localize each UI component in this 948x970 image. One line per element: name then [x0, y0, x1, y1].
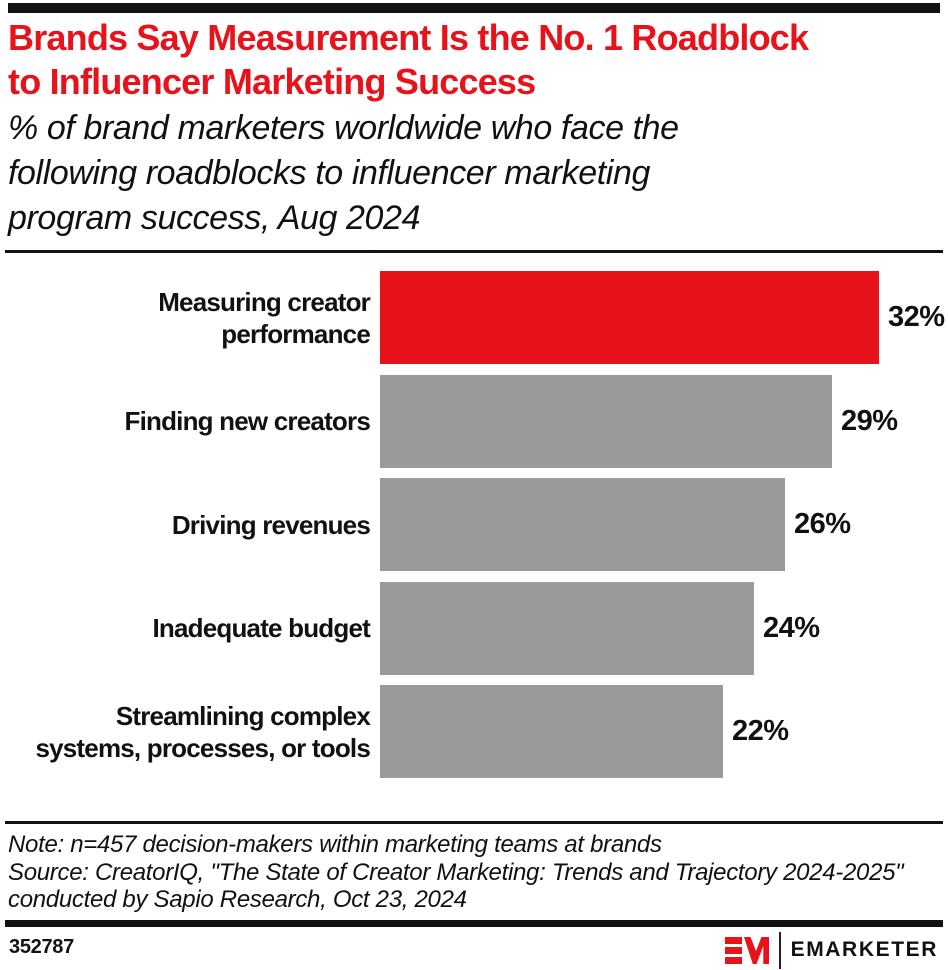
chart-subtitle-line-3: program success, Aug 2024 [8, 199, 421, 237]
source-text-line-2: conducted by Sapio Research, Oct 23, 202… [8, 886, 467, 913]
note-text: Note: n=457 decision-makers within marke… [8, 831, 662, 858]
value-label: 24% [763, 611, 820, 644]
top-accent-bar [8, 3, 940, 13]
value-label: 32% [888, 301, 945, 333]
chart-row: Measuring creator performance 32% [8, 271, 945, 364]
value-label: 22% [732, 715, 789, 747]
bar-driving-revenues [380, 478, 785, 571]
bar-streamlining-complex-systems [380, 685, 723, 778]
notes-block: Note: n=457 decision-makers within marke… [8, 831, 940, 914]
emarketer-monogram-icon [724, 936, 769, 964]
chart-row: Driving revenues 26% [8, 478, 940, 571]
bar-measuring-creator-performance [380, 271, 879, 364]
chart-subtitle-line-2: following roadblocks to influencer marke… [8, 154, 650, 192]
chart-row: Finding new creators 29% [8, 374, 940, 468]
chart-subtitle-line-1: % of brand marketers worldwide who face … [8, 109, 679, 147]
value-label: 26% [794, 508, 851, 540]
chart-row: Streamlining complex systems, processes,… [8, 685, 940, 778]
chart-id: 352787 [9, 936, 74, 958]
chart-subtitle: % of brand marketers worldwide who face … [8, 106, 940, 241]
emarketer-logo: EMARKETER [724, 930, 938, 970]
logo-divider [778, 931, 781, 969]
category-label: Streamlining complex systems, processes,… [35, 700, 370, 763]
footer-accent-bar [5, 920, 943, 927]
brand-name: EMARKETER [790, 938, 938, 961]
chart-row: Inadequate budget 24% [8, 581, 940, 675]
chart-title-line-1: Brands Say Measurement Is the No. 1 Road… [8, 17, 809, 58]
source-text-line-1: Source: CreatorIQ, "The State of Creator… [8, 858, 904, 886]
value-label: 29% [841, 404, 898, 437]
chart-title: Brands Say Measurement Is the No. 1 Road… [8, 16, 940, 104]
bar-inadequate-budget [380, 581, 754, 675]
bar-finding-new-creators [380, 374, 832, 468]
divider-rule-bottom [5, 821, 943, 824]
divider-rule-top [5, 250, 943, 253]
bar-chart: Measuring creator performance 32% Findin… [8, 271, 945, 778]
category-label: Inadequate budget [152, 613, 370, 643]
chart-title-line-2: to Influencer Marketing Success [8, 61, 536, 102]
category-label: Finding new creators [124, 406, 371, 436]
category-label: Driving revenues [171, 509, 371, 540]
category-label: Measuring creator performance [158, 286, 371, 349]
